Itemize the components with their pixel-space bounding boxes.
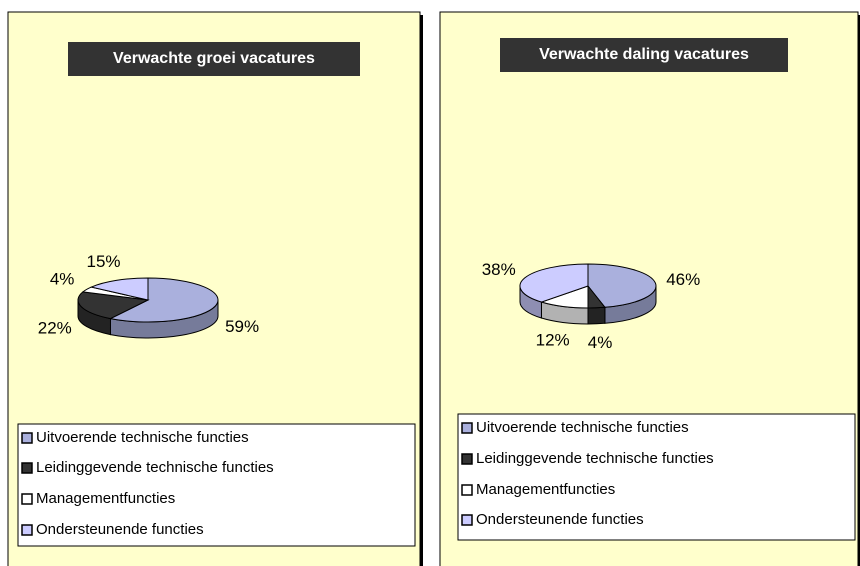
slice-top [89,277,149,301]
data-label: 4% [50,269,75,288]
data-label: 59% [225,317,259,336]
legend-label: Uitvoerende technische functies [36,429,249,446]
slice [89,277,149,301]
slice [587,263,657,324]
slice-shade [604,286,656,324]
legend-label: Uitvoerende technische functies [476,419,689,436]
legend-swatch [21,432,33,444]
data-label: 38% [482,260,516,279]
legend-label: Managementfuncties [36,490,175,507]
legend-swatch [21,462,33,474]
data-label: 46% [666,270,700,289]
legend-label: Leidinggevende technische functies [36,459,274,476]
slice-top [108,277,219,323]
legend-label: Ondersteunende functies [476,511,644,528]
slice-top [519,263,589,303]
legend-label: Leidinggevende technische functies [476,450,714,467]
legend-swatch [461,484,473,496]
slice [539,285,589,325]
data-label: 12% [536,331,570,350]
chart-title: Verwachte groei vacatures [113,50,315,67]
data-label: 22% [38,318,72,337]
title-box [500,38,788,72]
slice-top [587,263,657,308]
slice-top [77,291,150,320]
legend [17,423,416,547]
legend-swatch [21,493,33,505]
slice [77,291,150,336]
legend-label: Managementfuncties [476,481,615,498]
legend-swatch [461,453,473,465]
slice-shade [520,286,542,319]
legend-swatch [461,422,473,434]
slice [587,284,606,325]
slice-shade [541,302,588,324]
legend-swatch [461,514,473,526]
slice-shade [588,307,605,324]
data-label: 15% [86,252,120,271]
slice-shade [78,300,111,335]
legend-swatch [21,524,33,536]
legend [457,413,856,541]
legend-label: Ondersteunende functies [36,521,204,538]
slice-shade [110,300,218,339]
title-box [68,42,360,76]
slice [519,263,589,319]
chart-title: Verwachte daling vacatures [539,46,749,63]
data-label: 4% [588,333,613,352]
